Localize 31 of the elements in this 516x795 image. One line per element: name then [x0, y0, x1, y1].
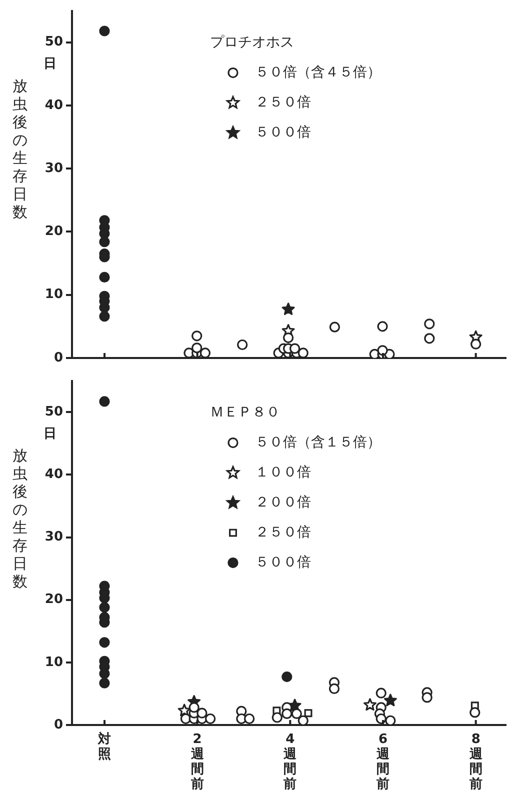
y-axis-title: 放虫後の生存日数: [12, 446, 28, 590]
y-tick-label: 0: [54, 350, 63, 366]
y-tick-label: 10: [44, 287, 63, 302]
legend-label: ５０倍（含１５倍）: [255, 434, 381, 450]
legend-label: ２５０倍: [255, 524, 311, 540]
legend-title: プロチオホス: [210, 34, 294, 50]
x-tick-label: 2週間前: [190, 732, 205, 792]
y-tick-label: 40: [44, 98, 63, 113]
legend-label: １００倍: [255, 464, 311, 480]
x-tick-label: 4週間前: [282, 732, 298, 792]
y-tick-label: 10: [44, 654, 63, 670]
y-tick-label: 30: [44, 160, 63, 176]
legend-label: ５０倍（含４５倍）: [255, 64, 381, 80]
legend-label: ５００倍: [255, 124, 311, 140]
y-tick-label: 50: [44, 34, 63, 50]
y-axis-title: 放虫後の生存日数: [12, 77, 28, 222]
x-tick-label: 対照: [96, 730, 111, 762]
y-tick-label: 0: [54, 717, 63, 732]
legend-label: ２５０倍: [255, 94, 311, 110]
legend-label: ５００倍: [255, 554, 311, 570]
text: 日: [44, 56, 56, 72]
y-tick-label: 40: [44, 467, 63, 482]
legend-title: ＭＥＰ８０: [210, 404, 280, 420]
legend-label: ２００倍: [255, 494, 311, 510]
text: 日: [44, 426, 56, 442]
y-tick-label: 20: [44, 224, 63, 240]
y-tick-label: 20: [44, 592, 63, 608]
y-tick-label: 30: [44, 530, 63, 545]
x-tick-label: 6週間前: [375, 732, 390, 792]
x-tick-label: 8週間前: [468, 732, 484, 792]
y-tick-label: 50: [44, 404, 63, 420]
